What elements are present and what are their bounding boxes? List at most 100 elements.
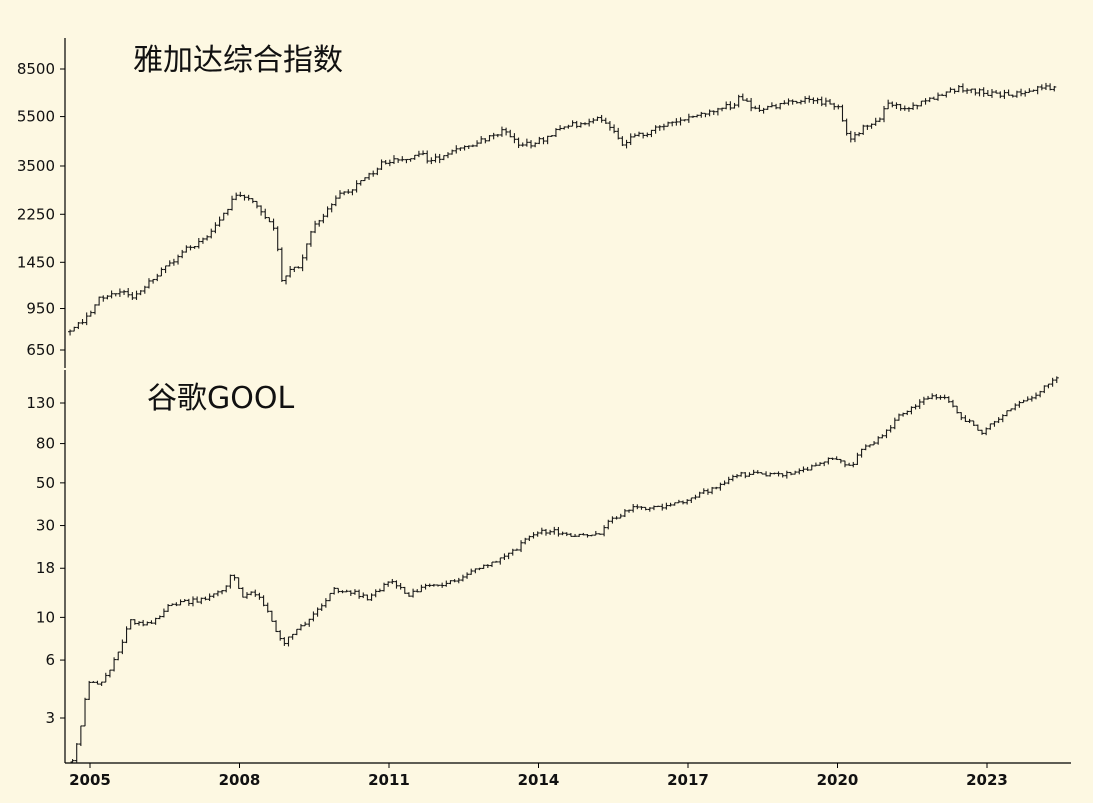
- ohlc-bar: [176, 254, 181, 265]
- ohlc-bar: [195, 596, 200, 603]
- ohlc-bar: [284, 275, 289, 285]
- ohlc-bar: [872, 441, 877, 446]
- ohlc-bar: [581, 532, 586, 536]
- ohlc-bar: [99, 681, 104, 686]
- ohlc-bar: [362, 177, 367, 182]
- ohlc-bar: [182, 599, 187, 603]
- ohlc-bar: [643, 506, 648, 511]
- ohlc-bar: [479, 136, 484, 144]
- ohlc-bar: [350, 189, 355, 196]
- ohlc-bar: [290, 633, 295, 640]
- ohlc-bar: [764, 471, 769, 477]
- ohlc-bar: [159, 267, 164, 277]
- ohlc-bar: [780, 473, 785, 478]
- ohlc-bar: [473, 568, 478, 574]
- ohlc-bar: [989, 89, 994, 98]
- ohlc-bar: [772, 472, 777, 475]
- ohlc-bar: [880, 434, 885, 439]
- ohlc-bar: [225, 208, 230, 216]
- ohlc-bar: [232, 574, 237, 581]
- ohlc-bar: [730, 474, 735, 482]
- ohlc-bar: [462, 145, 467, 151]
- panel-jakarta-index: 雅加达综合指数 650 950 1450 2250 3500 5500 8500: [17, 38, 1057, 368]
- y-tick-label: 50: [36, 474, 55, 492]
- ohlc-bar: [591, 117, 596, 124]
- ohlc-bar: [224, 585, 229, 593]
- ohlc-bar: [788, 471, 793, 476]
- ohlc-bar: [294, 628, 299, 636]
- y-tick-label: 650: [26, 341, 55, 359]
- ohlc-bar: [404, 158, 409, 164]
- ohlc-bar: [616, 127, 621, 140]
- ohlc-bar: [311, 611, 316, 622]
- ohlc-bar: [541, 137, 546, 145]
- ohlc-bar: [369, 593, 374, 601]
- ohlc-bar: [128, 619, 133, 630]
- ohlc-bar: [342, 191, 347, 196]
- ohlc-series-google: [70, 376, 1059, 763]
- ohlc-bar: [367, 172, 372, 180]
- ohlc-bar: [884, 429, 889, 439]
- ohlc-bar: [157, 615, 162, 620]
- ohlc-bar: [612, 124, 617, 134]
- ohlc-bar: [520, 142, 525, 147]
- ohlc-bar: [469, 568, 474, 575]
- ohlc-bar: [882, 105, 887, 123]
- ohlc-bar: [728, 101, 733, 111]
- ohlc-bar: [199, 597, 204, 605]
- ohlc-bar: [1009, 408, 1014, 412]
- ohlc-bar: [211, 593, 216, 599]
- ohlc-bar: [333, 195, 338, 207]
- ohlc-bar: [1006, 89, 1011, 96]
- ohlc-bar: [112, 657, 117, 672]
- ohlc-bar: [1004, 410, 1009, 417]
- ohlc-bar: [1023, 90, 1028, 97]
- ohlc-bar: [436, 584, 441, 587]
- ohlc-bar: [548, 529, 553, 535]
- ohlc-bar: [595, 116, 600, 121]
- ohlc-bar: [690, 115, 695, 118]
- ohlc-bar: [254, 200, 259, 209]
- ohlc-bar: [332, 587, 337, 595]
- ohlc-bar: [610, 516, 615, 524]
- ohlc-bar: [494, 560, 499, 563]
- ohlc-bar: [805, 466, 810, 471]
- panel-title-jakarta: 雅加达综合指数: [133, 43, 343, 78]
- ohlc-bar: [776, 471, 781, 477]
- ohlc-bar: [167, 260, 172, 267]
- ohlc-bar: [585, 534, 590, 538]
- ohlc-bar: [406, 592, 411, 597]
- ohlc-bar: [373, 589, 378, 598]
- ohlc-bar: [263, 208, 268, 220]
- ohlc-bar: [412, 154, 417, 160]
- ohlc-bar: [271, 218, 276, 231]
- ohlc-bar: [141, 619, 146, 627]
- ohlc-bar: [88, 310, 93, 317]
- ohlc-bar: [801, 466, 806, 473]
- ohlc-bar: [230, 195, 235, 211]
- ohlc-bar: [823, 97, 828, 107]
- ohlc-bar: [146, 278, 151, 289]
- ohlc-bar: [307, 618, 312, 627]
- ohlc-bar: [793, 470, 798, 475]
- ohlc-bar: [562, 126, 567, 130]
- ohlc-bar: [705, 488, 710, 495]
- ohlc-bar: [847, 462, 852, 466]
- ohlc-bar: [433, 153, 438, 163]
- ohlc-bar: [408, 158, 413, 162]
- ohlc-bar: [948, 87, 953, 93]
- ohlc-bar: [489, 561, 494, 568]
- ohlc-bar: [720, 107, 725, 112]
- ohlc-bar: [1050, 377, 1055, 387]
- y-tick-label: 5500: [17, 108, 55, 126]
- ohlc-bar: [319, 603, 324, 611]
- ohlc-bar: [686, 113, 691, 123]
- y-tick-label: 18: [36, 559, 55, 577]
- ohlc-bar: [735, 474, 740, 479]
- ohlc-bar: [1002, 89, 1007, 99]
- ohlc-bar: [466, 145, 471, 149]
- y-tick-label: 2250: [17, 205, 55, 223]
- ohlc-bar: [992, 420, 997, 427]
- ohlc-bar: [718, 482, 723, 491]
